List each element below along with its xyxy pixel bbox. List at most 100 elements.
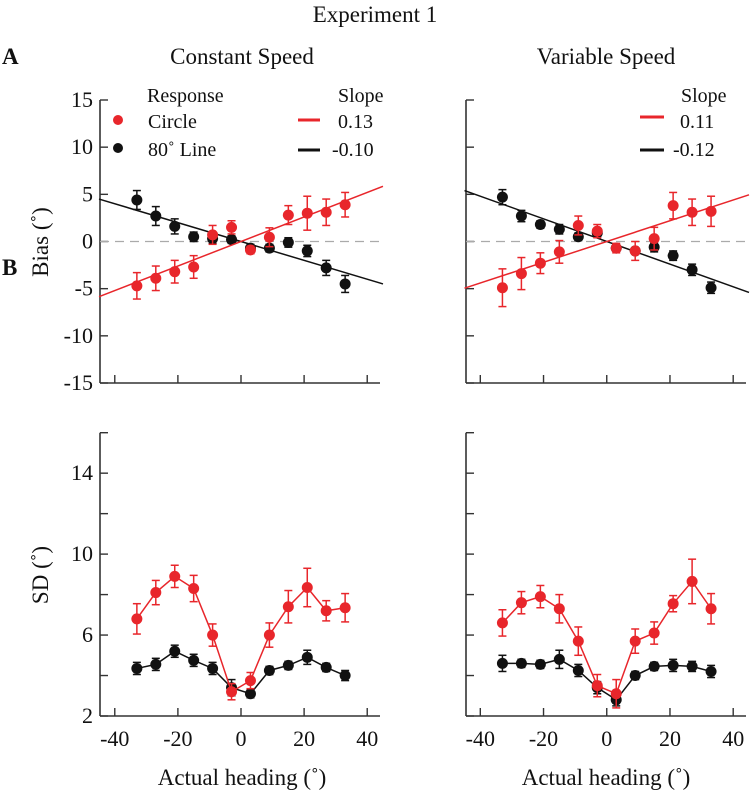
legend-slope-title-right: Slope	[681, 85, 727, 107]
marker	[320, 661, 332, 673]
data-point-circle	[534, 252, 546, 275]
marker	[188, 654, 200, 666]
y-tick-label: 10	[71, 541, 93, 566]
data-point-circle	[226, 219, 238, 235]
x-tick-label: 0	[601, 726, 612, 751]
series-line80	[131, 644, 351, 700]
connecting-line-circle	[501, 580, 712, 695]
data-point-line80	[515, 209, 527, 223]
marker	[301, 582, 313, 594]
figure-title: Experiment 1	[313, 2, 438, 27]
marker	[629, 670, 641, 682]
y-tick-label: 0	[82, 229, 93, 254]
marker	[496, 191, 508, 203]
data-point-circle	[667, 594, 679, 613]
data-point-line80	[686, 660, 698, 673]
marker	[226, 686, 238, 698]
series-circle	[131, 564, 351, 701]
marker	[282, 236, 294, 248]
chart-3: 2 6 10 14 -40 -20 0 20 40	[71, 432, 380, 751]
marker	[263, 242, 275, 254]
marker	[686, 660, 698, 672]
marker	[150, 210, 162, 222]
fit-line-circle	[98, 185, 384, 298]
marker	[591, 225, 603, 237]
marker	[169, 220, 181, 232]
marker	[169, 645, 181, 657]
connecting-line-circle	[136, 575, 346, 693]
legend-slope-circle-left: 0.13	[338, 111, 373, 133]
legend-circle-label: Circle	[148, 111, 197, 133]
data-point-circle	[648, 226, 660, 251]
data-point-circle	[150, 579, 162, 606]
marker	[169, 266, 181, 278]
legend-slope-title-left: Slope	[338, 85, 384, 107]
marker	[282, 209, 294, 221]
data-point-line80	[169, 218, 181, 235]
data-point-line80	[648, 660, 660, 672]
marker	[339, 278, 351, 290]
marker	[244, 675, 256, 687]
marker	[339, 602, 351, 614]
marker	[572, 635, 584, 647]
marker	[648, 660, 660, 672]
data-point-line80	[339, 669, 351, 682]
marker	[263, 231, 275, 243]
data-point-circle	[301, 195, 313, 231]
marker	[686, 206, 698, 218]
legend-slope-left: Slope 0.13 -0.10	[298, 85, 384, 161]
data-point-line80	[667, 250, 679, 262]
marker	[226, 234, 238, 246]
data-point-circle	[705, 592, 717, 625]
marker	[515, 210, 527, 222]
data-point-circle	[534, 584, 546, 609]
marker	[515, 597, 527, 609]
marker	[188, 261, 200, 273]
marker	[572, 664, 584, 676]
marker	[667, 659, 679, 671]
marker	[301, 207, 313, 219]
data-point-circle	[686, 198, 698, 227]
marker	[705, 603, 717, 615]
marker	[301, 245, 313, 257]
marker	[629, 635, 641, 647]
marker	[188, 231, 200, 243]
fit-line-circle	[464, 194, 750, 289]
plots: 15 10 5 0 -5 -10 -15 2 6 10 14 -40 -20 0 20 40 -40 -20 0 20…	[64, 87, 750, 751]
data-point-circle	[629, 240, 641, 262]
legend-response-title: Response	[147, 85, 224, 107]
marker	[610, 688, 622, 700]
data-point-circle	[226, 682, 238, 701]
marker	[244, 688, 256, 700]
data-point-circle	[188, 574, 200, 603]
column-title-constant: Constant Speed	[170, 44, 314, 69]
marker	[686, 264, 698, 276]
marker	[169, 570, 181, 582]
data-point-circle	[572, 626, 584, 657]
data-point-circle	[667, 191, 679, 220]
data-point-line80	[553, 649, 565, 670]
marker	[244, 244, 256, 256]
data-point-circle	[496, 609, 508, 637]
marker	[496, 657, 508, 669]
data-point-circle	[572, 215, 584, 236]
data-point-line80	[282, 659, 294, 671]
y-tick-label: -15	[64, 370, 93, 395]
data-point-line80	[320, 259, 332, 277]
data-point-circle	[339, 191, 351, 218]
data-point-circle	[553, 593, 565, 624]
y-tick-label: 5	[82, 181, 93, 206]
marker	[534, 658, 546, 670]
chart-2	[464, 99, 750, 384]
data-point-line80	[169, 644, 181, 659]
data-point-circle	[515, 590, 527, 615]
marker	[591, 680, 603, 692]
data-point-circle	[610, 678, 622, 709]
data-point-line80	[705, 664, 717, 679]
marker	[207, 229, 219, 241]
legend-slope-right: Slope 0.11 -0.12	[640, 85, 727, 161]
data-point-circle	[207, 224, 219, 246]
x-axis-label-right: Actual heading (˚)	[522, 765, 691, 790]
x-tick-label: -20	[163, 726, 192, 751]
marker	[282, 659, 294, 671]
